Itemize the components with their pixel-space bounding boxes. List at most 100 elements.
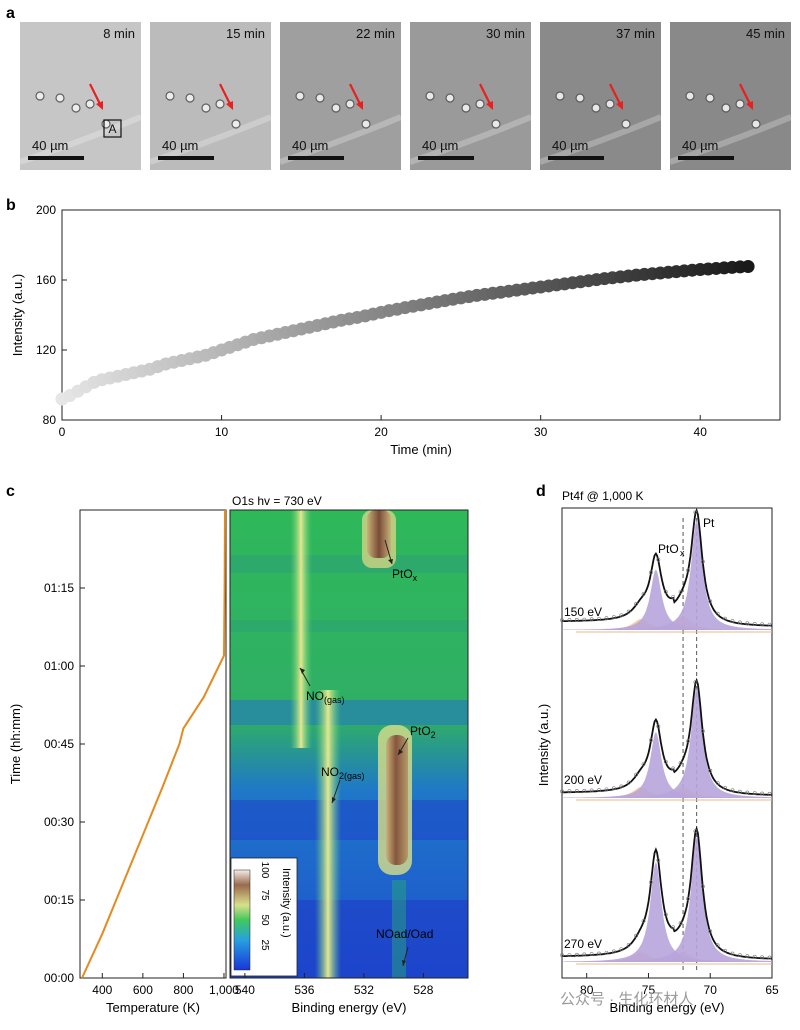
colorbar-tick-label: 75	[259, 889, 270, 901]
x-tick-label: 10	[215, 425, 229, 439]
data-marker	[760, 955, 765, 960]
data-marker	[597, 951, 601, 956]
y-tick-label: 80	[43, 413, 57, 427]
x-tick-label: 800	[173, 983, 193, 997]
x-tick-label: 75	[642, 983, 656, 997]
x-tick-label: 80	[580, 983, 594, 997]
y-tick-label: 200	[36, 203, 56, 217]
data-marker	[656, 724, 661, 729]
frame-time-label: 8 min	[103, 26, 135, 41]
red-arrow	[609, 83, 621, 105]
pto2-band	[386, 735, 408, 865]
region-marker-label: A	[108, 122, 116, 136]
red-arrow	[219, 83, 231, 105]
particle	[491, 119, 501, 129]
data-marker	[611, 949, 616, 954]
data-marker	[641, 919, 646, 923]
data-marker	[737, 620, 742, 625]
data-marker	[574, 617, 579, 622]
data-marker	[604, 616, 609, 621]
red-arrow	[349, 83, 361, 105]
particle	[71, 103, 81, 113]
data-marker	[678, 760, 683, 765]
region-marker-box	[103, 119, 122, 138]
no2-gas-streak	[315, 690, 341, 978]
annotation-ptox: PtOx	[384, 539, 418, 583]
colorbar-tick-label: 50	[259, 914, 270, 926]
data-marker	[597, 616, 601, 621]
panel-c-temperature-chart: 400 600 800 1,000 00:00 00:15 00:30 00:45 01:00 0…	[8, 509, 239, 1015]
data-marker	[604, 787, 609, 792]
series-label: 200 eV	[564, 773, 602, 787]
colorbar-gradient	[233, 869, 251, 971]
data-marker	[626, 780, 631, 785]
x-tick-label: 40	[694, 425, 708, 439]
label-noad: NOad/Oad	[376, 927, 433, 941]
x-tick-label: 65	[765, 983, 779, 997]
data-marker	[560, 789, 564, 794]
particle	[461, 103, 471, 113]
spectrum: 200 eV	[560, 677, 772, 801]
data-marker	[752, 622, 757, 626]
scale-bar-label: 40 µm	[162, 138, 198, 153]
scale-bar-label: 40 µm	[552, 138, 588, 153]
particle	[215, 99, 225, 109]
scale-bar	[548, 156, 604, 160]
data-marker	[626, 609, 631, 614]
data-marker	[745, 954, 750, 959]
data-marker	[582, 952, 587, 957]
colorbar-ticks: 25 50 75 100	[259, 862, 270, 951]
particle	[591, 103, 601, 113]
peak-label-ptox: PtO	[658, 542, 679, 556]
panel-d-chart: 80 75 70 65 Binding energy (eV) Intensity (a.…	[536, 507, 779, 1015]
watermark: 公众号 · 生化环材人	[560, 991, 693, 1008]
data-marker	[634, 933, 639, 938]
data-marker	[663, 759, 668, 764]
data-marker	[723, 948, 727, 953]
data-marker	[656, 858, 661, 863]
metal-component	[562, 732, 772, 798]
x-tick-label: 540	[235, 983, 255, 997]
data-marker	[767, 955, 772, 960]
plot-frame	[561, 507, 773, 979]
x-tick-label: 528	[413, 983, 433, 997]
red-arrowhead	[226, 101, 233, 110]
particle	[55, 93, 65, 103]
spectrum: 270 eV	[560, 825, 773, 965]
data-marker	[611, 786, 616, 791]
data-marker	[693, 680, 698, 685]
x-tick-label: 400	[92, 983, 112, 997]
scale-bar	[678, 156, 734, 160]
x-tick-label: 536	[294, 983, 314, 997]
scale-bar	[418, 156, 474, 160]
particle	[475, 99, 485, 109]
data-marker	[619, 947, 624, 952]
panel-b-label: b	[6, 197, 16, 214]
panel-c-heatmap: O1s hv = 730 eV PtOx NO(gas)	[229, 494, 469, 1015]
colorbar: Intensity (a.u.) 25 50 75 100	[230, 857, 298, 977]
y-tick-label: 00:45	[44, 737, 74, 751]
x-tick-label: 1,000	[209, 983, 239, 997]
particle	[295, 91, 305, 101]
data-marker	[760, 622, 765, 627]
data-marker	[686, 568, 690, 573]
y-tick-label: 01:00	[44, 659, 74, 673]
y-tick-label: 00:30	[44, 815, 74, 829]
data-marker	[641, 762, 646, 767]
series-label: 150 eV	[564, 605, 602, 619]
red-arrowhead	[746, 101, 753, 110]
particle	[425, 91, 435, 101]
frame-time-label: 30 min	[486, 26, 525, 41]
data-marker	[574, 789, 579, 793]
peak-label-ptox-subscript: x	[680, 548, 685, 558]
heatmap-band	[230, 800, 468, 840]
frame-time-label: 37 min	[616, 26, 655, 41]
ptox-band	[367, 510, 391, 558]
y-axis-label: Intensity (a.u.)	[10, 274, 25, 356]
x-axis-label: Time (min)	[390, 442, 452, 457]
y-tick-label: 120	[36, 343, 56, 357]
data-marker	[700, 884, 705, 889]
microscopy-frame: 45 min 40 µm	[669, 22, 793, 170]
red-arrow	[479, 83, 491, 105]
microscopy-frame: 30 min 40 µm	[409, 22, 533, 170]
